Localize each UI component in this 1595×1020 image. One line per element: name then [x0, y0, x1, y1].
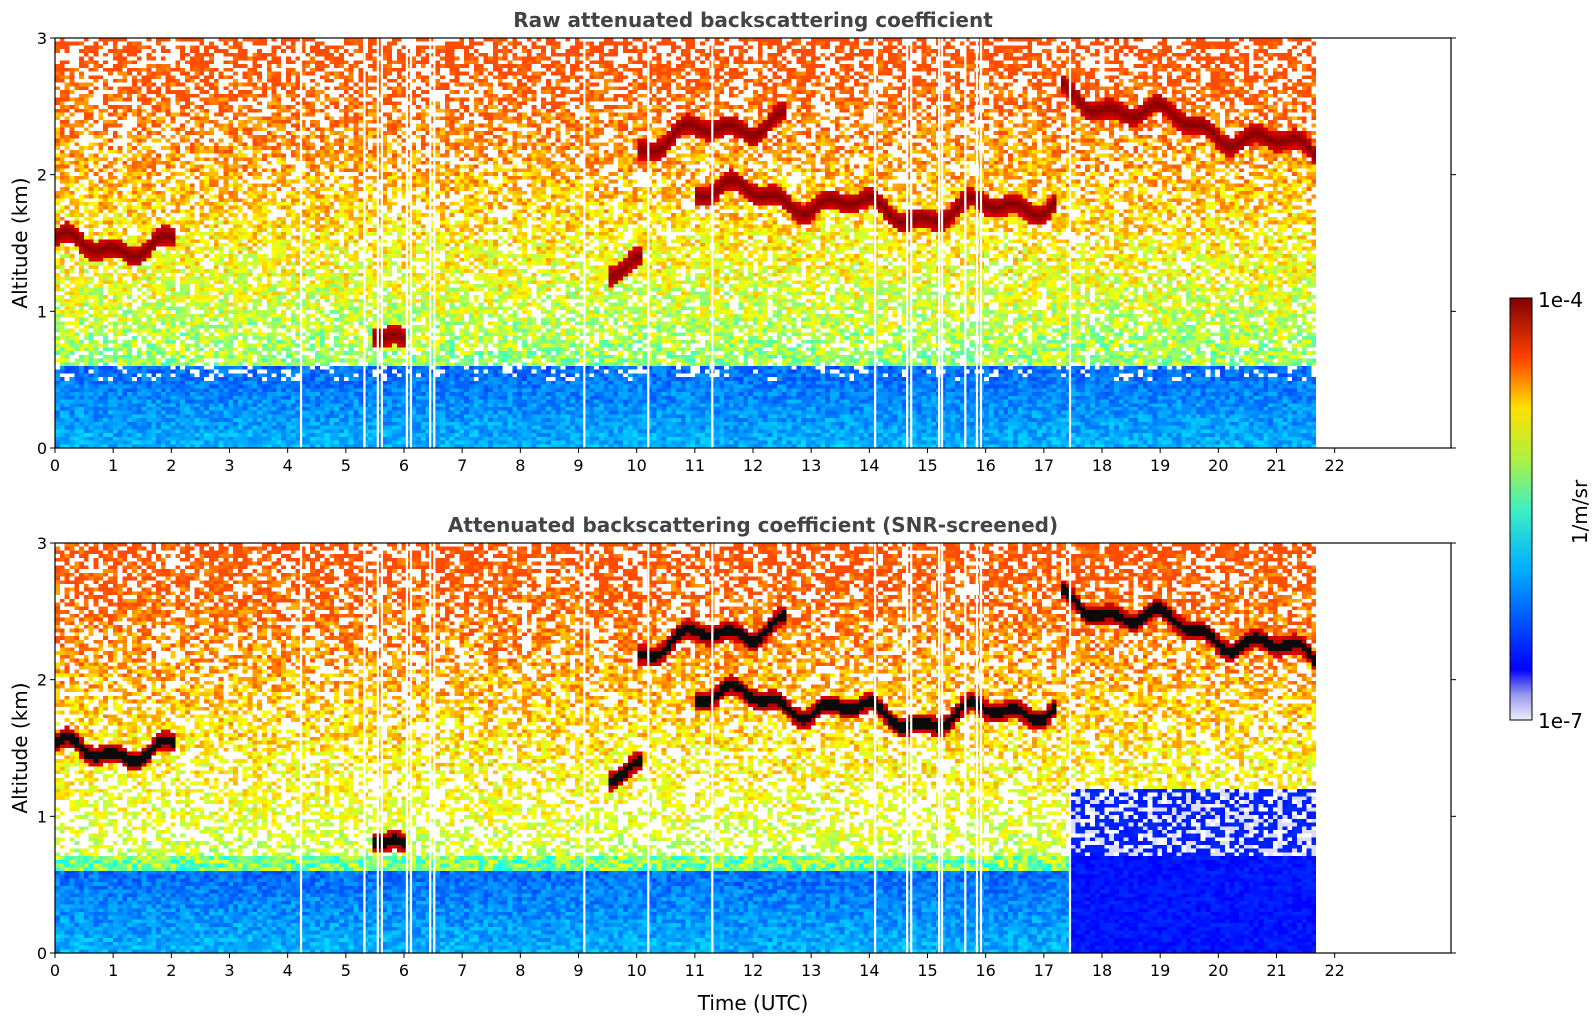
- y-tick-label: 0: [37, 439, 47, 458]
- x-tick-label: 17: [1034, 456, 1054, 475]
- y-tick-label: 0: [37, 944, 47, 963]
- x-tick-label: 0: [50, 456, 60, 475]
- x-axis-label: Time (UTC): [697, 991, 809, 1015]
- x-tick-label: 16: [975, 961, 995, 980]
- x-tick-label: 11: [685, 456, 705, 475]
- panel-title: Raw attenuated backscattering coefficien…: [513, 8, 993, 32]
- y-tick-label: 2: [37, 166, 47, 185]
- x-tick-label: 11: [685, 961, 705, 980]
- x-tick-label: 18: [1092, 456, 1112, 475]
- x-tick-label: 17: [1034, 961, 1054, 980]
- x-tick-label: 7: [457, 456, 467, 475]
- x-tick-label: 8: [515, 961, 525, 980]
- x-tick-label: 1: [108, 456, 118, 475]
- x-tick-label: 4: [283, 961, 293, 980]
- panel-title: Attenuated backscattering coefficient (S…: [448, 513, 1058, 537]
- heatmap-image: [55, 38, 1451, 448]
- y-axis-ticks: 0 1 2 3: [37, 534, 1456, 963]
- y-tick-label: 1: [37, 807, 47, 826]
- colorbar-min-label: 1e-7: [1538, 709, 1583, 733]
- x-tick-label: 5: [341, 456, 351, 475]
- x-tick-label: 3: [224, 456, 234, 475]
- x-tick-label: 0: [50, 961, 60, 980]
- x-tick-label: 21: [1266, 456, 1286, 475]
- x-tick-label: 19: [1150, 456, 1170, 475]
- heatmap-image: [55, 543, 1451, 953]
- x-tick-label: 22: [1324, 456, 1344, 475]
- y-tick-label: 2: [37, 671, 47, 690]
- y-axis-label: Altitude (km): [8, 682, 32, 813]
- x-axis-ticks: 0 1 2 3 4 5 6 7 8 9 10 11 12 13 14 15 16 17 18 19 20 21 22: [50, 953, 1345, 980]
- x-tick-label: 19: [1150, 961, 1170, 980]
- x-tick-label: 3: [224, 961, 234, 980]
- x-tick-label: 20: [1208, 961, 1228, 980]
- x-tick-label: 6: [399, 456, 409, 475]
- y-tick-label: 3: [37, 534, 47, 553]
- x-tick-label: 5: [341, 961, 351, 980]
- x-tick-label: 21: [1266, 961, 1286, 980]
- x-tick-label: 22: [1324, 961, 1344, 980]
- colorbar-gradient: [1509, 297, 1533, 721]
- y-axis-label: Altitude (km): [8, 177, 32, 308]
- x-tick-label: 13: [801, 456, 821, 475]
- x-tick-label: 9: [573, 961, 583, 980]
- y-axis-ticks: 0 1 2 3: [37, 29, 1456, 458]
- x-tick-label: 12: [743, 961, 763, 980]
- x-tick-label: 14: [859, 961, 879, 980]
- x-axis-ticks: 0 1 2 3 4 5 6 7 8 9 10 11 12 13 14 15 16 17 18 19 20 21 22: [50, 448, 1345, 475]
- panel-raw: Raw attenuated backscattering coefficien…: [8, 8, 1456, 475]
- x-tick-label: 18: [1092, 961, 1112, 980]
- panel-snr-screened: Attenuated backscattering coefficient (S…: [8, 513, 1456, 1015]
- x-tick-label: 1: [108, 961, 118, 980]
- x-tick-label: 6: [399, 961, 409, 980]
- x-tick-label: 9: [573, 456, 583, 475]
- x-tick-label: 16: [975, 456, 995, 475]
- x-tick-label: 10: [626, 961, 646, 980]
- colorbar: 1e-4 1e-7 1/m/sr: [1509, 288, 1592, 733]
- x-tick-label: 20: [1208, 456, 1228, 475]
- heatmap-snr-screened: [55, 543, 1451, 953]
- x-tick-label: 15: [917, 961, 937, 980]
- x-tick-label: 7: [457, 961, 467, 980]
- x-tick-label: 4: [283, 456, 293, 475]
- x-tick-label: 2: [166, 961, 176, 980]
- x-tick-label: 15: [917, 456, 937, 475]
- x-tick-label: 14: [859, 456, 879, 475]
- x-tick-label: 8: [515, 456, 525, 475]
- x-tick-label: 12: [743, 456, 763, 475]
- y-tick-label: 1: [37, 302, 47, 321]
- y-tick-label: 3: [37, 29, 47, 48]
- x-tick-label: 10: [626, 456, 646, 475]
- colorbar-max-label: 1e-4: [1538, 288, 1583, 312]
- x-tick-label: 13: [801, 961, 821, 980]
- heatmap-raw: [55, 38, 1451, 448]
- colorbar-unit-label: 1/m/sr: [1568, 479, 1592, 544]
- x-tick-label: 2: [166, 456, 176, 475]
